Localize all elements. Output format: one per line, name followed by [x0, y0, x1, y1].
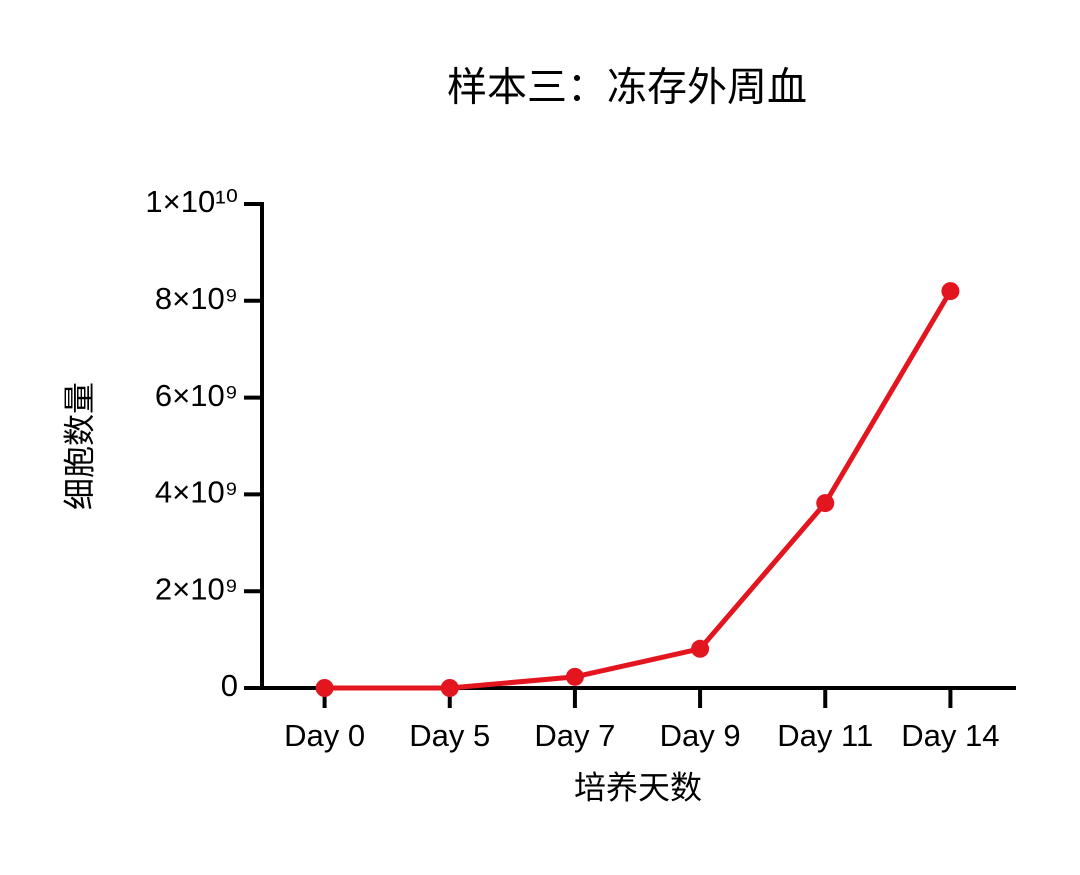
y-axis-label: 细胞数量: [61, 382, 97, 510]
data-point: [816, 494, 835, 513]
x-axis-label: 培养天数: [574, 769, 702, 805]
data-line: [324, 289, 953, 691]
data-point: [565, 667, 584, 686]
data-point: [691, 639, 710, 658]
x-tick-label: Day 7: [534, 718, 615, 753]
y-tick-label: 8×10⁹: [155, 281, 238, 316]
y-tick-label: 1×10¹⁰: [145, 184, 238, 219]
x-tick-label: Day 11: [777, 718, 873, 753]
y-tick-label: 6×10⁹: [155, 378, 238, 413]
data-point: [315, 679, 334, 697]
y-tick-label: 0: [221, 668, 238, 703]
x-tick-label: Day 0: [284, 718, 365, 753]
chart-title: 样本三：冻存外周血: [447, 66, 807, 110]
data-point: [941, 282, 960, 301]
x-tick-label: Day 9: [660, 718, 741, 753]
data-point: [440, 679, 459, 697]
y-tick-label: 4×10⁹: [155, 475, 238, 510]
x-tick-label: Day 14: [901, 718, 999, 753]
y-tick-label: 2×10⁹: [155, 571, 238, 606]
x-tick-label: Day 5: [409, 718, 490, 753]
